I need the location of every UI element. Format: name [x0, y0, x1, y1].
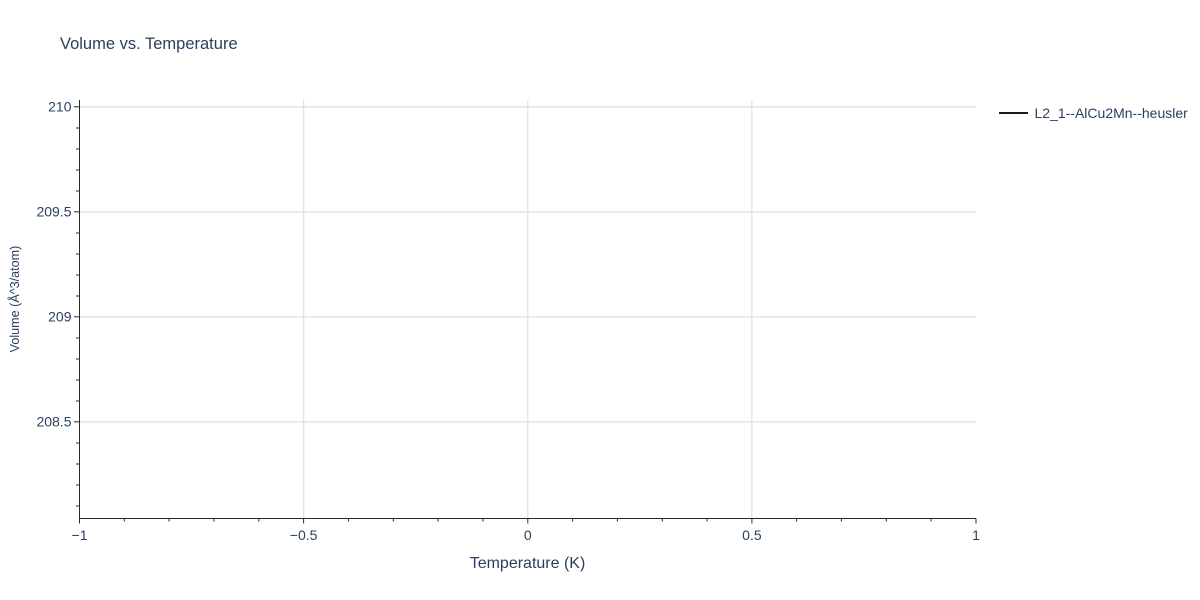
svg-text:Volume (Å^3/atom): Volume (Å^3/atom): [7, 246, 22, 353]
svg-text:−0.5: −0.5: [290, 527, 318, 543]
svg-text:210: 210: [48, 98, 72, 114]
svg-text:0.5: 0.5: [742, 527, 762, 543]
svg-text:0: 0: [524, 527, 532, 543]
svg-text:L2_1--AlCu2Mn--heusler: L2_1--AlCu2Mn--heusler: [1035, 105, 1189, 121]
svg-text:1: 1: [972, 527, 980, 543]
svg-text:209.5: 209.5: [36, 203, 71, 219]
svg-text:209: 209: [48, 308, 72, 324]
svg-text:208.5: 208.5: [36, 413, 71, 429]
svg-text:−1: −1: [72, 527, 88, 543]
